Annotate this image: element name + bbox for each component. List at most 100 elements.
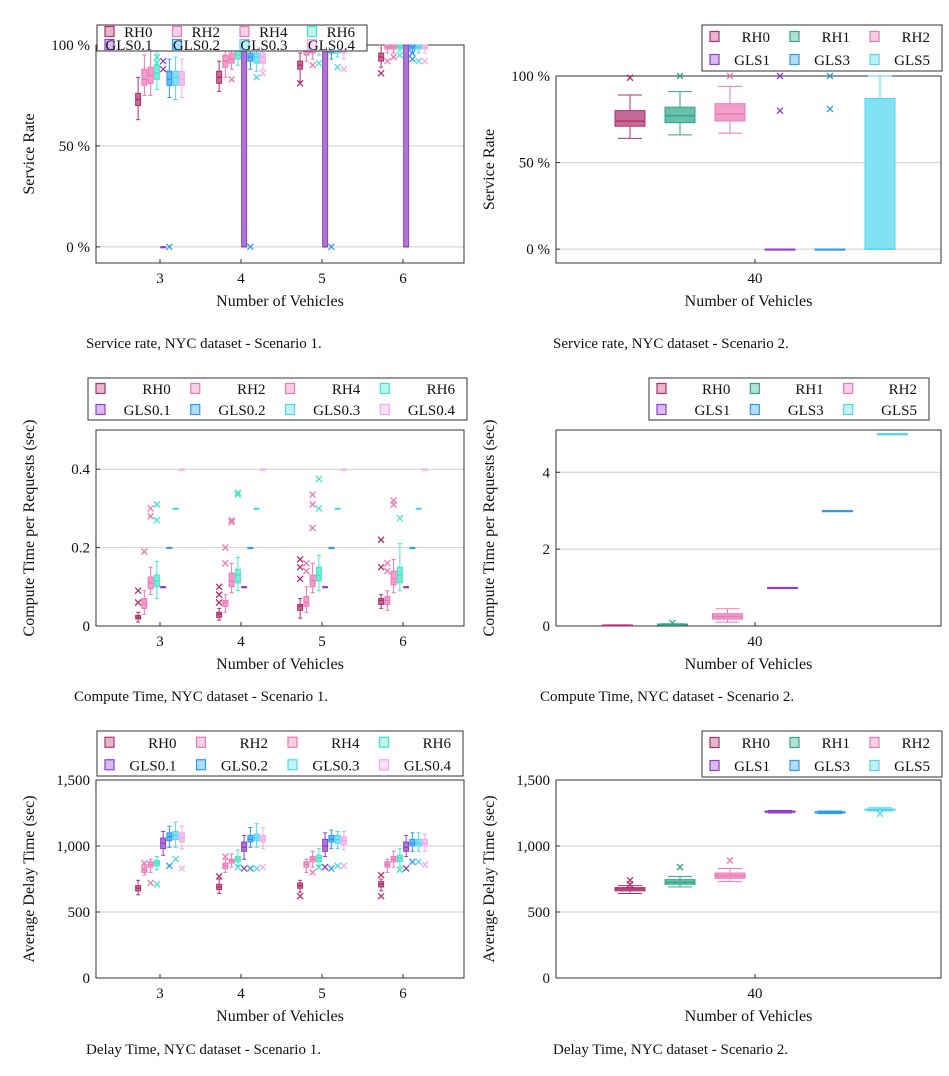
outlier-marker [153,501,161,508]
legend-swatch [379,382,390,395]
outlier-marker [134,599,142,606]
x-tick-label: 40 [748,634,763,650]
outlier-marker [421,57,429,65]
outlier-marker [296,555,304,563]
outlier-marker [140,859,148,867]
outlier-marker [140,548,148,555]
box-rh0 [614,110,646,127]
legend-swatch [190,403,201,416]
legend-swatch [789,53,800,66]
outlier-marker [334,63,342,71]
legend-swatch [95,403,106,416]
y-axis-title: Compute Time per Requests (sec) [481,420,498,637]
legend-label: RH6 [427,382,456,398]
outlier-marker [402,864,410,872]
legend-label: RH6 [423,736,452,752]
legend-label: RH0 [742,30,770,46]
outlier-marker [826,72,834,80]
outlier-marker [309,868,317,876]
box-rh2 [141,68,148,86]
y-tick-label: 0 % [66,240,90,256]
y-axis-title: Service Rate [21,113,38,194]
box-gls0-3 [172,70,179,86]
legend-swatch [306,38,318,51]
outlier-marker [215,591,223,599]
y-axis-title: Average Delay Time (sec) [21,795,38,962]
box-gls0-4 [178,70,185,86]
legend-label: GLS0.4 [404,758,452,774]
outlier-marker [221,559,229,567]
box-gls0-1 [403,44,410,248]
outlier-marker [147,504,155,512]
y-tick-label: 2 [543,542,551,558]
outlier-marker [134,587,142,595]
legend-label: RH2 [240,736,268,752]
compute-time-scenario-1-title: Compute Time, NYC dataset - Scenario 1. [74,689,328,705]
y-tick-label: 50 % [519,156,550,172]
legend-label: GLS0.1 [124,403,171,419]
legend-label: GLS0.2 [173,38,220,54]
axis-frame [555,429,942,627]
outlier-marker [408,49,416,57]
legend-label: GLS0.1 [105,38,152,54]
legend-label: GLS0.1 [129,758,176,774]
legend-label: GLS1 [734,53,770,69]
y-tick-label: 1,500 [56,773,90,789]
legend-label: GLS0.2 [218,403,265,419]
y-tick-label: 4 [543,465,551,481]
y-tick-label: 50 % [59,139,90,155]
outlier-marker [296,892,304,900]
legend-swatch [869,759,880,772]
legend-swatch [284,382,296,395]
box-rh6 [315,566,322,582]
outlier-marker [626,74,634,82]
axis-frame [555,75,942,264]
legend-label: RH2 [902,736,930,752]
box-rh2 [141,598,148,609]
legend-label: RH4 [259,25,288,41]
outlier-marker [309,61,317,69]
legend-swatch [379,403,390,416]
outlier-marker [240,864,248,872]
legend-label: RH2 [237,382,265,398]
y-tick-label: 0 % [526,242,550,258]
legend-swatch [287,736,298,748]
y-tick-label: 0 [83,619,91,635]
outlier-marker [159,57,167,65]
outlier-marker [302,559,310,567]
outlier-marker [776,107,784,115]
outlier-marker [377,563,385,571]
legend-label: RH0 [742,736,770,752]
legend-swatch [287,759,298,771]
legend-swatch [171,25,183,38]
x-tick-label: 40 [748,986,763,1002]
outlier-marker [383,559,391,567]
box-rh0 [378,598,385,605]
y-tick-label: 0 [83,971,91,987]
outlier-marker [302,567,310,575]
legend-label: RH1 [795,382,823,398]
outlier-marker [259,863,267,871]
outlier-marker [253,73,261,81]
outlier-marker [321,863,329,871]
legend-swatch [749,403,760,416]
box-gls5 [864,98,896,250]
outlier-marker [228,518,236,526]
x-tick-label: 6 [399,986,407,1002]
outlier-marker [153,880,161,888]
outlier-marker [165,862,173,870]
x-tick-label: 5 [318,271,326,287]
outlier-marker [396,514,404,522]
legend-label: RH1 [822,736,850,752]
outlier-marker [340,862,348,870]
outlier-marker [327,243,335,251]
outlier-marker [215,583,223,591]
legend-swatch [195,759,207,771]
legend-swatch [709,736,720,749]
outlier-marker [396,866,404,874]
axis-frame [555,779,942,979]
legend-box [96,24,368,52]
legend-swatch [239,25,250,38]
outlier-marker [221,853,229,861]
